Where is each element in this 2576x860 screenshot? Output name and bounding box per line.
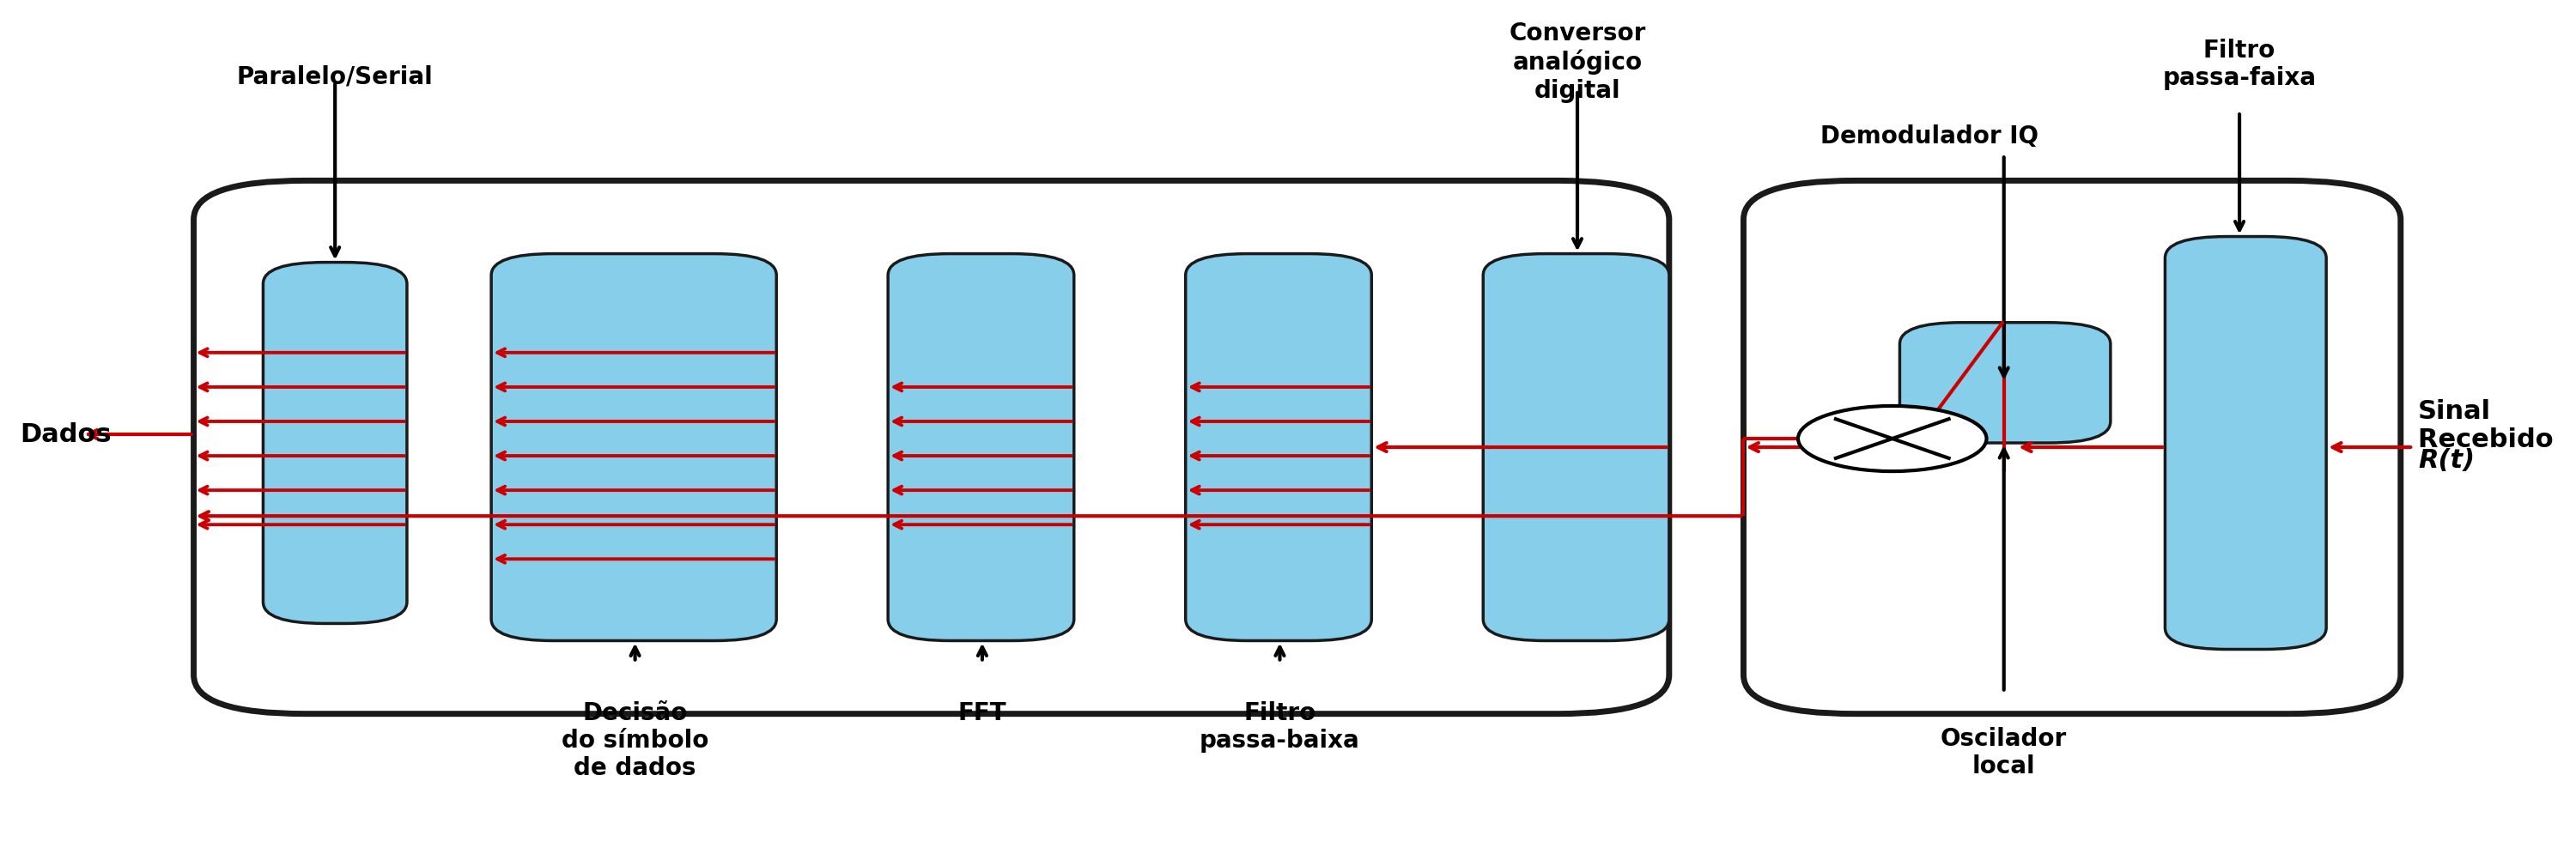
Text: Filtro
passa-baixa: Filtro passa-baixa (1200, 701, 1360, 752)
Text: FFT: FFT (958, 701, 1007, 725)
Circle shape (1798, 406, 1986, 471)
FancyBboxPatch shape (492, 254, 775, 641)
FancyBboxPatch shape (1899, 322, 2110, 443)
Text: Conversor
analógico
digital: Conversor analógico digital (1510, 22, 1646, 102)
FancyBboxPatch shape (1185, 254, 1370, 641)
FancyBboxPatch shape (1484, 254, 1669, 641)
Text: Demodulador IQ: Demodulador IQ (1821, 125, 2038, 149)
FancyBboxPatch shape (2164, 237, 2326, 649)
Text: Dados: Dados (21, 422, 111, 446)
Text: R(t): R(t) (2419, 448, 2476, 472)
FancyBboxPatch shape (889, 254, 1074, 641)
FancyBboxPatch shape (263, 262, 407, 624)
Text: Paralelo/Serial: Paralelo/Serial (237, 64, 433, 89)
Text: Oscilador
local: Oscilador local (1940, 727, 2066, 778)
Text: Sinal
Recebido: Sinal Recebido (2419, 399, 2563, 452)
Text: Decisão
do símbolo
de dados: Decisão do símbolo de dados (562, 701, 708, 781)
Text: Filtro
passa-faixa: Filtro passa-faixa (2164, 39, 2316, 90)
